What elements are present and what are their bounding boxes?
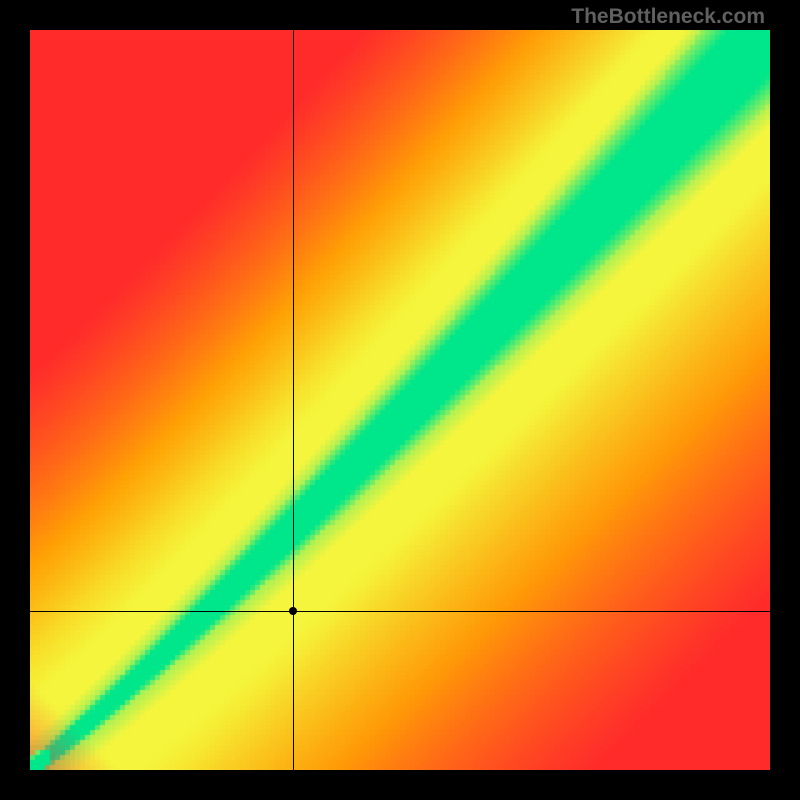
crosshair-vertical (293, 30, 294, 770)
heatmap-canvas (30, 30, 770, 770)
watermark-text: TheBottleneck.com (571, 5, 765, 29)
crosshair-horizontal (30, 611, 770, 612)
plot-area (30, 30, 770, 770)
chart-container: TheBottleneck.com (0, 0, 800, 800)
crosshair-marker (289, 607, 297, 615)
